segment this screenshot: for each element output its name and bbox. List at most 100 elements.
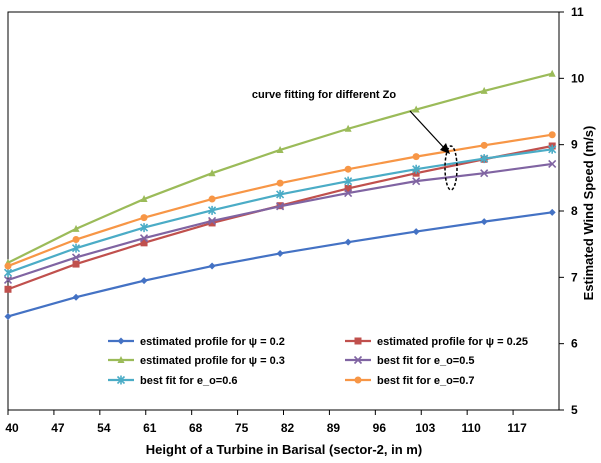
- data-point: [208, 216, 217, 226]
- x-tick-label: 75: [235, 421, 249, 435]
- data-point: [344, 176, 353, 186]
- plot-area: [7, 11, 560, 411]
- data-point: [276, 145, 284, 153]
- legend-label: best fit for e_o=0.6: [140, 375, 238, 387]
- y-tick-label: 5: [571, 403, 578, 417]
- annotation-ellipse: [444, 145, 458, 191]
- data-point: [140, 214, 148, 222]
- data-point: [548, 144, 557, 154]
- plot-frame: [7, 11, 560, 411]
- series-5: [3, 144, 557, 278]
- data-point: [480, 218, 488, 226]
- data-point: [344, 124, 352, 132]
- legend-item: best fit for e_o=0.5: [345, 355, 475, 367]
- data-point: [412, 228, 420, 236]
- legend-item: estimated profile for ψ = 0.3: [108, 355, 285, 367]
- legend-item: best fit for e_o=0.7: [345, 375, 475, 387]
- data-point: [276, 202, 285, 211]
- y-tick-label: 7: [571, 270, 578, 284]
- data-point: [208, 262, 216, 270]
- data-point: [140, 239, 148, 247]
- data-point: [344, 189, 353, 198]
- x-axis-label: Height of a Turbine in Barisal (sector-2…: [146, 442, 422, 457]
- data-point: [480, 169, 489, 178]
- data-point: [3, 275, 13, 285]
- x-tick-label: 96: [373, 421, 387, 435]
- legend-item: best fit for e_o=0.6: [108, 375, 238, 387]
- x-tick-label: 103: [415, 421, 435, 435]
- legend-label: estimated profile for ψ = 0.3: [140, 355, 285, 367]
- data-point: [412, 164, 421, 174]
- data-point: [71, 243, 81, 253]
- data-point: [208, 205, 217, 215]
- y-axis-label: Estimated Wind Speed (m/s): [581, 126, 596, 301]
- series-group: [3, 69, 557, 320]
- legend-label: estimated profile for ψ = 0.25: [377, 336, 528, 348]
- data-point: [3, 268, 13, 278]
- x-tick-label: 82: [281, 421, 295, 435]
- legend-item: estimated profile for ψ = 0.2: [108, 336, 285, 348]
- data-point: [208, 169, 216, 177]
- data-point: [344, 165, 352, 173]
- data-point: [139, 223, 149, 233]
- data-point: [412, 177, 421, 186]
- legend-swatch-marker: [117, 356, 125, 363]
- legend-swatch-marker: [353, 355, 363, 365]
- x-tick-label: 40: [5, 421, 19, 435]
- data-point: [208, 195, 216, 203]
- x-tick-label: 89: [327, 421, 341, 435]
- data-point: [208, 219, 216, 227]
- data-point: [71, 253, 81, 262]
- legend-swatch-marker: [117, 337, 125, 345]
- data-point: [412, 105, 420, 113]
- y-tick-label: 8: [571, 204, 578, 218]
- data-point: [344, 184, 352, 192]
- data-point: [412, 153, 420, 161]
- data-point: [548, 69, 556, 77]
- y-tick-label: 6: [571, 337, 578, 351]
- data-point: [276, 189, 285, 199]
- data-point: [72, 224, 80, 232]
- data-point: [4, 312, 12, 320]
- x-tick-label: 47: [51, 421, 65, 435]
- series-3: [4, 69, 556, 266]
- data-point: [72, 236, 80, 244]
- series-4: [3, 159, 557, 285]
- legend-swatch-marker: [354, 337, 362, 345]
- x-tick-label: 61: [143, 421, 157, 435]
- data-point: [548, 159, 557, 168]
- data-point: [480, 141, 488, 149]
- x-tick-label: 110: [461, 421, 481, 435]
- data-point: [480, 86, 488, 94]
- legend-label: estimated profile for ψ = 0.2: [140, 336, 285, 348]
- annotation-arrowhead: [440, 143, 450, 154]
- data-point: [72, 260, 80, 268]
- annotation: curve fitting for different Zo: [252, 89, 458, 191]
- x-tick-label: 54: [97, 421, 111, 435]
- data-point: [344, 238, 352, 246]
- data-point: [72, 293, 80, 301]
- data-point: [276, 179, 284, 187]
- annotation-arrow: [409, 110, 447, 151]
- data-point: [140, 195, 148, 203]
- legend: estimated profile for ψ = 0.2 estimated p…: [108, 336, 528, 387]
- legend-swatch-marker: [116, 375, 126, 385]
- legend-label: best fit for e_o=0.5: [377, 355, 475, 367]
- data-point: [140, 277, 148, 285]
- x-tick-label: 117: [507, 421, 527, 435]
- legend-label: best fit for e_o=0.7: [377, 375, 475, 387]
- y-tick-label: 10: [571, 71, 585, 85]
- data-point: [548, 131, 556, 139]
- series-1: [4, 208, 556, 320]
- annotation-text: curve fitting for different Zo: [252, 89, 397, 101]
- data-point: [139, 234, 149, 243]
- legend-item: estimated profile for ψ = 0.25: [345, 336, 528, 348]
- y-tick-label: 9: [571, 138, 578, 152]
- x-tick-label: 68: [189, 421, 203, 435]
- series-6: [4, 131, 556, 270]
- y-tick-label: 11: [571, 5, 584, 19]
- data-point: [548, 208, 556, 216]
- data-point: [4, 285, 12, 293]
